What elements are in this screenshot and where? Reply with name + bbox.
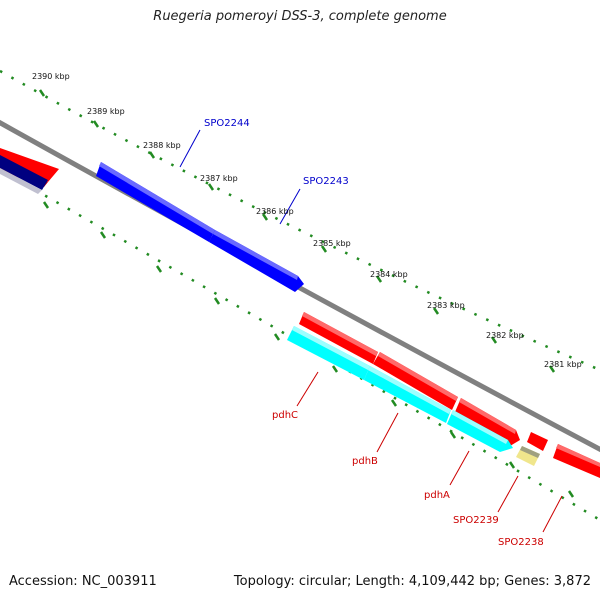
- gene-left-red[interactable]: [0, 148, 59, 182]
- kbp-label: 2386 kbp: [256, 207, 294, 216]
- gene-spo2244-highlight: [99, 162, 215, 234]
- gene-pdhb-shade: [368, 366, 451, 414]
- outer-major-ticks: [38, 89, 556, 373]
- gene-labels: SPO2244 SPO2243 pdhC pdhB pdhA SPO2239 S…: [204, 118, 544, 548]
- kbp-labels: 2390 kbp 2389 kbp 2388 kbp 2387 kbp 2386…: [32, 72, 582, 369]
- kbp-label: 2384 kbp: [370, 270, 408, 279]
- gene-left-navy-shade: [0, 168, 42, 194]
- gene-label-pdhb[interactable]: pdhB: [352, 456, 378, 467]
- gene-pdhc[interactable]: [287, 326, 370, 380]
- gene-red-5[interactable]: [553, 444, 600, 478]
- gene-spo2244[interactable]: [96, 162, 215, 242]
- gene-spo2239[interactable]: [516, 446, 540, 466]
- kbp-label: 2390 kbp: [32, 72, 70, 81]
- gene-red-2[interactable]: [373, 352, 458, 410]
- accession-text: Accession: NC_003911: [9, 574, 157, 589]
- gene-red-2-highlight: [378, 352, 458, 401]
- kbp-label: 2385 kbp: [313, 239, 351, 248]
- kbp-label: 2387 kbp: [200, 174, 238, 183]
- map-title: Ruegeria pomeroyi DSS-3, complete genome: [153, 9, 447, 24]
- gene-pdhb[interactable]: [364, 366, 451, 423]
- gene-label-spo2239[interactable]: SPO2239: [453, 515, 499, 526]
- kbp-label: 2383 kbp: [427, 301, 465, 310]
- gene-label-spo2243[interactable]: SPO2243: [303, 176, 349, 187]
- gene-label-spo2238[interactable]: SPO2238: [498, 537, 544, 548]
- gene-spo2239-shade: [520, 446, 540, 458]
- gene-pdhc-shade: [292, 326, 370, 370]
- gene-spo2243[interactable]: [209, 230, 304, 292]
- gene-red-3[interactable]: [455, 398, 520, 446]
- kbp-label: 2381 kbp: [544, 360, 582, 369]
- kbp-label: 2388 kbp: [143, 141, 181, 150]
- inner-major-ticks: [42, 201, 575, 498]
- gene-red-5-highlight: [556, 444, 600, 467]
- gene-label-pdhc[interactable]: pdhC: [272, 410, 298, 421]
- gene-left-navy[interactable]: [0, 155, 48, 190]
- gene-pdha-shade: [451, 410, 508, 444]
- genome-backbone: [0, 119, 600, 453]
- gene-label-pdha[interactable]: pdhA: [424, 490, 450, 501]
- label-leaders: [179, 129, 563, 533]
- gene-red-1-highlight: [302, 312, 378, 356]
- topology-summary: Topology: circular; Length: 4,109,442 bp…: [233, 574, 591, 589]
- kbp-label: 2382 kbp: [486, 331, 524, 340]
- gene-spo2243-highlight: [213, 230, 298, 280]
- gene-red-4[interactable]: [527, 432, 548, 451]
- kbp-label: 2389 kbp: [87, 107, 125, 116]
- outer-tick-ring: [0, 69, 600, 372]
- gene-label-spo2244[interactable]: SPO2244: [204, 118, 250, 129]
- gene-red-3-highlight: [459, 398, 516, 434]
